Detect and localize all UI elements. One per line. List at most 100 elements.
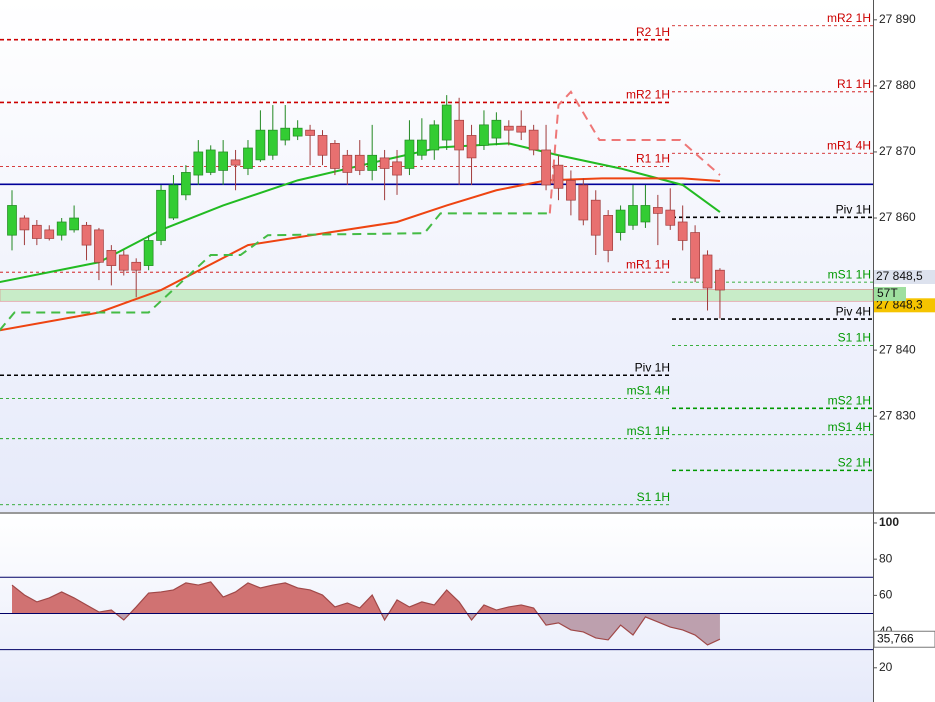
y-tick-label: 27 860 [879, 210, 916, 224]
y-tick-label: 100 [879, 515, 899, 529]
candle-body [454, 119, 464, 151]
level-label: mR1 1H [626, 257, 670, 271]
dashed-line [548, 90, 721, 214]
value-label: 35,766 [877, 631, 914, 645]
level-label: S1 1H [637, 490, 670, 504]
y-tick-label: 27 890 [879, 12, 916, 26]
candle-body [503, 125, 514, 131]
candle-body [205, 149, 216, 173]
candle-body [106, 250, 117, 266]
candle-body [305, 129, 315, 136]
candle-body [330, 143, 340, 169]
y-tick-label: 60 [879, 588, 893, 602]
price-label-box [874, 269, 935, 284]
y-tick-label: 27 840 [879, 342, 916, 356]
price-label-box [874, 298, 935, 313]
candle-body [677, 221, 688, 241]
y-tick-label: 20 [879, 660, 893, 674]
candle-body [267, 129, 278, 156]
candle-body [44, 229, 55, 239]
axis-area [873, 0, 935, 702]
level-label: S2 1H [838, 456, 871, 470]
level-label: R2 1H [636, 25, 670, 39]
candle-body [640, 205, 651, 223]
level-label: mR1 4H [827, 138, 871, 152]
candle-body [292, 127, 303, 137]
candle-body [181, 172, 191, 196]
candle-body [652, 207, 663, 214]
candle-body [603, 215, 614, 251]
y-tick-label: 27 870 [879, 144, 916, 158]
candle-body [702, 254, 713, 289]
candle-body [7, 205, 17, 236]
candle-body [56, 221, 67, 236]
level-label: mS1 1H [828, 267, 871, 281]
candle-body [168, 184, 179, 219]
candle-body [566, 180, 576, 201]
candle-body [367, 154, 378, 171]
timer-box [874, 286, 906, 301]
candle-body [230, 159, 241, 166]
candle-body [615, 209, 626, 233]
candle-body [317, 135, 328, 156]
candle-body [94, 229, 104, 263]
candle-body [715, 269, 725, 291]
candle-body [354, 154, 365, 171]
level-label: Piv 4H [836, 304, 871, 318]
timer: 57T [877, 286, 898, 300]
level-label: Piv 1H [836, 203, 871, 217]
candle-body [218, 151, 228, 171]
candle-body [516, 125, 527, 133]
level-label: mS1 1H [627, 424, 670, 438]
candle-body [193, 151, 204, 176]
level-label: mS1 4H [627, 384, 670, 398]
level-label: mR2 1H [626, 88, 670, 102]
y-tick-label: 27 830 [879, 408, 916, 422]
candle-body [131, 261, 142, 271]
level-label: Piv 1H [635, 360, 670, 374]
y-tick-label: 27 880 [879, 78, 916, 92]
candle-body [118, 254, 129, 271]
candle-body [81, 224, 92, 246]
candle-body [628, 205, 638, 226]
level-label: mS2 1H [828, 393, 871, 407]
candle-body [156, 189, 166, 241]
candle-body [379, 157, 390, 169]
candle-body [479, 124, 489, 146]
candle-body [404, 139, 415, 169]
level-label: mS1 4H [828, 420, 871, 434]
candle-body [69, 217, 79, 231]
level-label: S1 1H [838, 331, 871, 345]
candle-body [143, 240, 154, 266]
candle-body [243, 147, 253, 169]
dashed-line [0, 212, 550, 331]
candle-body [255, 129, 266, 161]
candle-body [280, 127, 291, 141]
rsi-area-above [12, 581, 720, 614]
candle-body [31, 224, 42, 239]
candle-body [19, 217, 30, 231]
candle-body [553, 164, 564, 189]
candle-body [441, 104, 452, 141]
y-tick-label: 80 [879, 551, 893, 565]
moving-average [0, 177, 721, 332]
candle-body [665, 209, 676, 226]
candle-body [466, 135, 477, 159]
price-label: 27 848,5 [876, 269, 923, 283]
candle-body [578, 184, 589, 221]
candle-body [491, 119, 502, 139]
candle-body [429, 124, 440, 151]
level-label: mR2 1H [827, 11, 871, 25]
candle-body [528, 129, 539, 151]
level-label: R1 1H [636, 152, 670, 166]
candle-body [417, 139, 427, 156]
price-panel [0, 0, 873, 512]
zone [0, 289, 874, 302]
candle-body [541, 149, 551, 186]
level-label: R1 1H [837, 77, 871, 91]
candle-body [590, 199, 601, 236]
candle-body [342, 154, 353, 173]
candle-body [392, 161, 402, 176]
value-label-box [873, 630, 935, 648]
